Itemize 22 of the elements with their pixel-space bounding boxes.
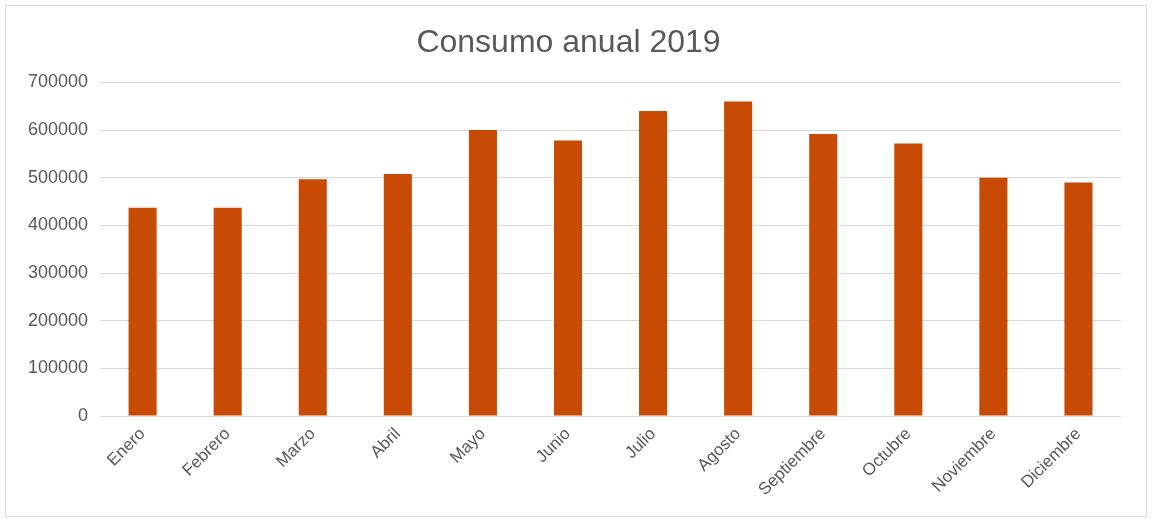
bar [298, 179, 327, 416]
bar [639, 111, 668, 416]
bar [213, 207, 242, 416]
bar [553, 140, 583, 416]
y-tick-label: 300000 [27, 262, 89, 283]
y-tick-label: 600000 [27, 119, 89, 140]
bar [724, 101, 753, 416]
bar [894, 143, 923, 416]
bar [383, 173, 412, 416]
bar [1064, 182, 1093, 416]
bar [128, 207, 157, 416]
y-tick-label: 0 [78, 405, 89, 426]
y-tick-label: 200000 [27, 309, 89, 330]
y-tick-label: 700000 [27, 71, 89, 92]
y-tick-label: 400000 [27, 214, 89, 235]
chart-title: Consumo anual 2019 [416, 23, 721, 60]
y-tick-label: 100000 [27, 357, 89, 378]
bar [979, 177, 1008, 416]
y-tick-label: 500000 [27, 166, 89, 187]
x-tick-label: Julio [621, 424, 660, 463]
bar [468, 130, 497, 416]
bar [809, 133, 838, 416]
